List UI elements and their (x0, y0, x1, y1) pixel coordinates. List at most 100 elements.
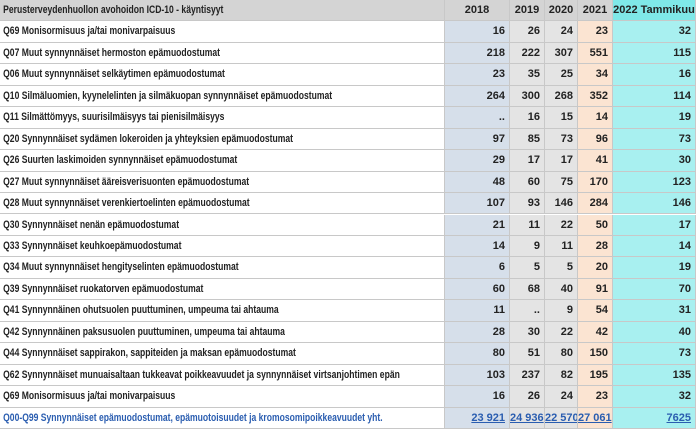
value-cell: 16 (510, 107, 545, 129)
row-label: Q10 Silmäluomien, kyynelelinten ja silmä… (0, 85, 445, 108)
value-cell: 42 (578, 321, 613, 344)
value-cell: 34 (578, 64, 613, 86)
cell-text: 9 (566, 304, 573, 317)
cell-text: 97 (492, 132, 505, 145)
value-cell: 32 (613, 21, 696, 43)
cell-text: Q30 Synnynnäiset nenän epämuodostumat (3, 218, 180, 231)
value-cell: 300 (510, 85, 545, 108)
cell-text: 135 (672, 368, 691, 381)
header-cell: Perusterveydenhuollon avohoidon ICD-10 -… (0, 0, 445, 22)
cell-text: 40 (560, 282, 573, 295)
row-label: Q69 Monisormisuus ja/tai monivarpaisuus (0, 21, 445, 43)
row-label: Q07 Muut synnynnäiset hermoston epämuodo… (0, 42, 445, 65)
cell-text: 27 061 (578, 411, 612, 424)
row-label: Q39 Synnynnäiset ruokatorven epämuodostu… (0, 278, 445, 301)
value-cell: 29 (445, 150, 510, 172)
value-cell: 40 (545, 278, 578, 301)
cell-text: Q26 Suurten laskimoiden synnynnäiset epä… (3, 154, 238, 167)
value-cell: 307 (545, 42, 578, 65)
cell-text: 11 (528, 218, 540, 231)
value-cell: 22 (545, 321, 578, 344)
value-cell: 96 (578, 128, 613, 151)
row-label: Q20 Synnynnäiset sydämen lokeroiden ja y… (0, 128, 445, 151)
header-cell: 2021 (578, 0, 613, 22)
row-label: Q28 Muut synnynnäiset verenkiertoelinten… (0, 193, 445, 215)
cell-text: 80 (560, 347, 573, 360)
cell-text: 11 (561, 239, 573, 252)
cell-text: 264 (486, 89, 505, 102)
cell-text: 170 (589, 175, 608, 188)
cell-text: 54 (595, 304, 608, 317)
cell-text: 75 (560, 175, 573, 188)
value-cell: 268 (545, 85, 578, 108)
cell-text: 73 (560, 132, 573, 145)
value-cell: 23 (578, 386, 613, 408)
cell-text: Perusterveydenhuollon avohoidon ICD-10 -… (3, 4, 224, 16)
cell-text: 24 (560, 25, 573, 38)
cell-text: 60 (527, 175, 540, 188)
cell-text: 40 (678, 325, 691, 338)
header-cell: 2018 (445, 0, 510, 22)
cell-text: 6 (498, 261, 505, 274)
cell-text: 17 (527, 154, 540, 167)
value-cell: 11 (445, 300, 510, 322)
cell-text: 23 (595, 390, 608, 403)
row-label: Q27 Muut synnynnäiset ääreisverisuonten … (0, 171, 445, 194)
cell-text: 300 (521, 89, 540, 102)
value-cell: 17 (510, 150, 545, 172)
cell-text: 29 (492, 154, 505, 167)
value-cell: 93 (510, 193, 545, 215)
cell-text: 32 (678, 390, 691, 403)
value-cell: 9 (510, 235, 545, 258)
value-cell: 16 (613, 64, 696, 86)
value-cell: 80 (545, 343, 578, 365)
row-label: Q44 Synnynnäiset sappirakon, sappiteiden… (0, 343, 445, 365)
value-cell: 14 (445, 235, 510, 258)
row-label: Q69 Monisormisuus ja/tai monivarpaisuus (0, 386, 445, 408)
cell-text: Q41 Synnynnäinen ohutsuolen puuttuminen,… (3, 304, 279, 317)
cell-text: 24 936 (510, 411, 544, 424)
cell-text: 15 (560, 111, 573, 124)
value-cell: 21 (445, 214, 510, 236)
value-cell: 14 (613, 235, 696, 258)
cell-text: 22 570 (545, 411, 578, 424)
value-cell: 26 (510, 386, 545, 408)
value-cell: 27 061 (578, 407, 613, 429)
cell-text: Q69 Monisormisuus ja/tai monivarpaisuus (3, 25, 176, 38)
cell-text: Q34 Muut synnynnäiset hengityselinten ep… (3, 261, 239, 274)
value-cell: 551 (578, 42, 613, 65)
value-cell: 237 (510, 364, 545, 387)
cell-text: 22 (560, 325, 573, 338)
cell-text: 237 (521, 368, 540, 381)
cell-text: 30 (678, 154, 691, 167)
header-cell: 2022 Tammikuu (613, 0, 696, 22)
value-cell: 7625 (613, 407, 696, 429)
value-cell: 85 (510, 128, 545, 151)
cell-text: 7625 (666, 411, 691, 424)
cell-text: Q07 Muut synnynnäiset hermoston epämuodo… (3, 46, 221, 59)
cell-text: 41 (595, 154, 608, 167)
value-cell: 170 (578, 171, 613, 194)
cell-text: 146 (672, 197, 691, 210)
cell-text: 218 (486, 46, 505, 59)
cell-text: 20 (595, 261, 608, 274)
value-cell: 17 (613, 214, 696, 236)
value-cell: 17 (545, 150, 578, 172)
value-cell: 73 (613, 343, 696, 365)
value-cell: 195 (578, 364, 613, 387)
value-cell: 30 (613, 150, 696, 172)
cell-text: Q44 Synnynnäiset sappirakon, sappiteiden… (3, 347, 296, 360)
value-cell: 24 936 (510, 407, 545, 429)
cell-text: 352 (589, 89, 608, 102)
cell-text: 5 (533, 261, 540, 274)
value-cell: 41 (578, 150, 613, 172)
cell-text: Q33 Synnynnäiset keuhkoepämuodostumat (3, 239, 182, 252)
value-cell: 24 (545, 386, 578, 408)
cell-text: 222 (521, 46, 540, 59)
cell-text: 9 (533, 239, 540, 252)
cell-text: 19 (678, 111, 691, 124)
cell-text: 5 (566, 261, 573, 274)
value-cell: 218 (445, 42, 510, 65)
cell-text: Q39 Synnynnäiset ruokatorven epämuodostu… (3, 282, 204, 295)
value-cell: 150 (578, 343, 613, 365)
